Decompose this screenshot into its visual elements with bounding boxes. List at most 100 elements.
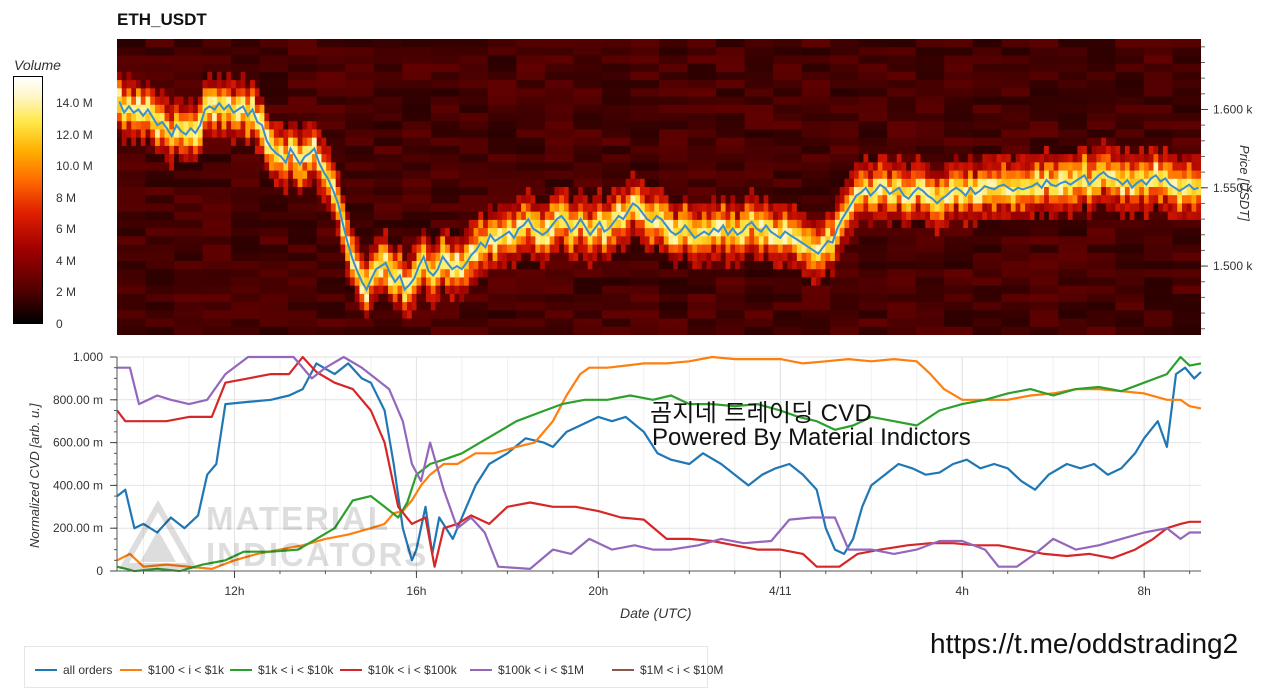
heatmap-cell <box>131 195 137 205</box>
heatmap-cell <box>506 113 513 122</box>
heatmap-cell <box>212 154 218 163</box>
heatmap-cell <box>278 293 284 303</box>
heatmap-cell <box>231 285 237 295</box>
heatmap-cell <box>345 203 351 213</box>
heatmap-cell <box>673 285 679 295</box>
heatmap-cell <box>625 55 632 65</box>
heatmap-cell <box>354 236 361 246</box>
heatmap-cell <box>687 71 693 81</box>
heatmap-cell <box>758 244 765 254</box>
heatmap-cell <box>563 96 570 106</box>
heatmap-cell <box>388 154 394 163</box>
heatmap-cell <box>549 96 555 106</box>
heatmap-cell <box>540 236 546 246</box>
heatmap-cell <box>659 302 665 311</box>
heatmap-cell <box>397 219 403 229</box>
heatmap-cell <box>644 121 651 131</box>
heatmap-cell <box>131 55 137 65</box>
heatmap-cell <box>388 63 394 73</box>
heatmap-cell <box>620 55 627 65</box>
heatmap-cell <box>273 252 280 262</box>
heatmap-cell <box>226 302 232 311</box>
heatmap-cell <box>183 318 189 328</box>
heatmap-cell <box>606 154 613 163</box>
heatmap-cell <box>445 47 451 57</box>
heatmap-cell <box>326 63 332 73</box>
heatmap-cell <box>511 285 517 295</box>
heatmap-cell <box>202 310 208 320</box>
heatmap-cell <box>193 195 199 205</box>
heatmap-cell <box>739 154 746 163</box>
heatmap-cell <box>264 187 270 196</box>
heatmap-cell <box>164 178 170 188</box>
heatmap-cell <box>416 244 422 254</box>
heatmap-cell <box>511 195 517 205</box>
heatmap-cell <box>430 137 437 147</box>
heatmap-cell <box>521 318 527 328</box>
heatmap-cell <box>511 129 517 139</box>
heatmap-cell <box>159 211 166 221</box>
heatmap-cell <box>464 88 470 98</box>
heatmap-cell <box>349 96 356 106</box>
heatmap-cell <box>397 277 403 287</box>
heatmap-cell <box>240 96 246 106</box>
heatmap-cell <box>654 121 660 131</box>
heatmap-panel[interactable] <box>117 39 1201 335</box>
heatmap-cell <box>763 162 769 172</box>
heatmap-cell <box>292 178 299 188</box>
heatmap-cell <box>506 47 513 57</box>
heatmap-cell <box>264 71 270 81</box>
heatmap-cell <box>231 88 237 98</box>
heatmap-cell <box>568 55 575 65</box>
heatmap-cell <box>278 96 284 106</box>
heatmap-cell <box>297 187 304 196</box>
heatmap-cell <box>716 129 722 139</box>
heatmap-cell <box>174 261 180 270</box>
heatmap-cell <box>202 293 208 303</box>
heatmap-cell <box>697 129 703 139</box>
heatmap-cell <box>307 195 313 205</box>
heatmap-cell <box>197 47 204 57</box>
heatmap-cell <box>678 261 684 270</box>
heatmap-cell <box>502 195 508 205</box>
heatmap-cell <box>164 145 170 155</box>
heatmap-cell <box>136 236 142 246</box>
heatmap-cell <box>606 39 613 48</box>
heatmap-cell <box>725 63 731 73</box>
heatmap-cell <box>226 129 232 139</box>
heatmap-cell <box>207 178 213 188</box>
heatmap-cell <box>411 145 418 155</box>
heatmap-cell <box>478 55 484 65</box>
heatmap-cell <box>587 129 594 139</box>
heatmap-cell <box>207 310 213 320</box>
heatmap-cell <box>568 170 575 180</box>
heatmap-cell <box>335 211 342 221</box>
heatmap-cell <box>525 277 532 287</box>
heatmap-cell <box>483 80 489 89</box>
heatmap-cell <box>216 211 223 221</box>
heatmap-cell <box>716 244 722 254</box>
heatmap-cell <box>311 310 318 320</box>
heatmap-cell <box>278 71 284 81</box>
heatmap-cell <box>716 137 722 147</box>
heatmap-cell <box>673 47 679 57</box>
heatmap-cell <box>345 104 351 114</box>
heatmap-cell <box>292 318 299 328</box>
heatmap-cell <box>140 121 147 131</box>
heatmap-cell <box>297 252 304 262</box>
heatmap-cell <box>440 277 446 287</box>
heatmap-cell <box>136 88 142 98</box>
heatmap-cell <box>730 277 736 287</box>
heatmap-cell <box>754 55 760 65</box>
heatmap-cell <box>426 137 432 147</box>
heatmap-cell <box>521 269 527 279</box>
heatmap-cell <box>554 63 560 73</box>
heatmap-cell <box>245 55 251 65</box>
heatmap-cell <box>673 228 679 237</box>
heatmap-cell <box>202 277 208 287</box>
heatmap-cell <box>150 187 156 196</box>
heatmap-cell <box>235 326 242 335</box>
heatmap-cell <box>430 178 437 188</box>
heatmap-cell <box>245 113 251 122</box>
heatmap-cell <box>606 63 613 73</box>
